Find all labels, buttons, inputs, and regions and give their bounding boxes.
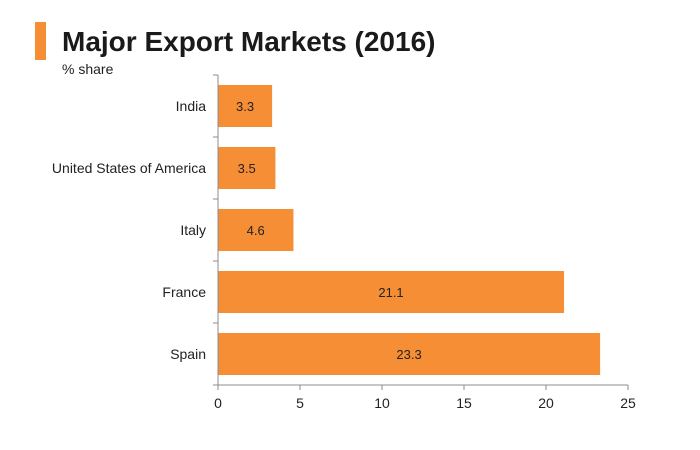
category-label: United States of America [52,160,206,176]
category-label: Spain [170,346,206,362]
bar-1 [218,147,276,189]
category-label: France [162,284,206,300]
data-label: 3.5 [238,161,256,176]
x-tick-label: 20 [538,395,554,411]
data-label: 3.3 [236,99,254,114]
x-tick-label: 0 [214,395,222,411]
data-label: 23.3 [396,347,421,362]
category-label: Italy [180,222,206,238]
data-label: 21.1 [378,285,403,300]
chart-title: Major Export Markets (2016) [62,26,436,57]
x-tick-label: 15 [456,395,472,411]
bar-2 [218,209,294,251]
x-tick-label: 25 [620,395,636,411]
category-label: India [176,98,207,114]
chart-subtitle: % share [62,61,114,77]
data-label: 4.6 [247,223,265,238]
x-tick-label: 5 [296,395,304,411]
bar-3 [218,271,565,313]
bar-0 [218,85,273,127]
x-tick-label: 10 [374,395,390,411]
title-accent-bar [35,22,46,60]
bar-4 [218,333,601,375]
